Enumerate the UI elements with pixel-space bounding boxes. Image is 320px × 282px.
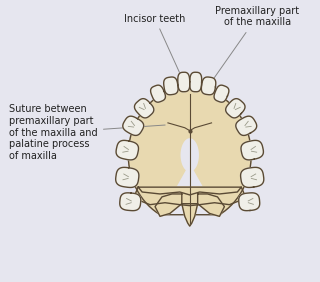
Polygon shape bbox=[134, 99, 154, 118]
Polygon shape bbox=[116, 167, 139, 188]
Polygon shape bbox=[241, 140, 263, 160]
Polygon shape bbox=[128, 87, 251, 215]
Polygon shape bbox=[151, 85, 165, 102]
Text: Suture between
premaxillary part
of the maxilla and
palatine process
of maxilla: Suture between premaxillary part of the … bbox=[9, 104, 165, 161]
Polygon shape bbox=[182, 204, 198, 226]
Text: Premaxillary part
of the maxilla: Premaxillary part of the maxilla bbox=[210, 6, 299, 83]
Polygon shape bbox=[123, 116, 144, 135]
Polygon shape bbox=[190, 72, 202, 92]
Polygon shape bbox=[239, 193, 260, 211]
Text: Incisor teeth: Incisor teeth bbox=[124, 14, 186, 80]
Polygon shape bbox=[155, 194, 182, 216]
Polygon shape bbox=[236, 116, 257, 135]
Polygon shape bbox=[120, 193, 141, 211]
Polygon shape bbox=[214, 85, 229, 102]
Polygon shape bbox=[226, 99, 245, 118]
Polygon shape bbox=[116, 140, 139, 160]
Polygon shape bbox=[135, 187, 244, 206]
Polygon shape bbox=[241, 167, 264, 188]
Polygon shape bbox=[178, 72, 190, 92]
Polygon shape bbox=[198, 194, 224, 216]
Polygon shape bbox=[201, 77, 216, 95]
Polygon shape bbox=[138, 187, 241, 195]
Polygon shape bbox=[164, 77, 178, 95]
